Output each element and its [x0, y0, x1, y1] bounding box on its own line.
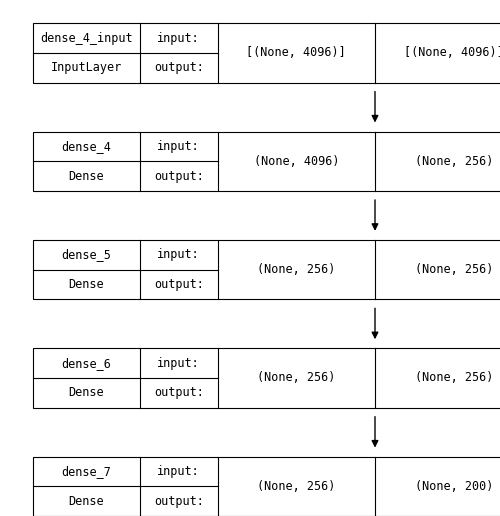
Text: InputLayer: InputLayer	[50, 61, 122, 74]
Text: input:: input:	[158, 357, 200, 369]
Text: dense_7: dense_7	[62, 465, 111, 478]
Text: dense_4: dense_4	[62, 140, 111, 153]
Bar	[32, 457, 500, 516]
Text: input:: input:	[158, 140, 200, 153]
Text: (None, 4096): (None, 4096)	[254, 155, 339, 168]
Text: (None, 256): (None, 256)	[414, 263, 493, 276]
Text: output:: output:	[154, 495, 204, 508]
Text: [(None, 4096)]: [(None, 4096)]	[246, 46, 346, 59]
Text: output:: output:	[154, 278, 204, 291]
Text: (None, 256): (None, 256)	[257, 372, 336, 384]
Text: Dense: Dense	[68, 495, 104, 508]
Text: Dense: Dense	[68, 278, 104, 291]
Text: Dense: Dense	[68, 386, 104, 399]
Text: (None, 200): (None, 200)	[414, 480, 493, 493]
Text: (None, 256): (None, 256)	[414, 372, 493, 384]
Text: output:: output:	[154, 61, 204, 74]
Bar	[32, 132, 500, 191]
Text: dense_5: dense_5	[62, 248, 111, 261]
Text: input:: input:	[158, 31, 200, 44]
Text: (None, 256): (None, 256)	[257, 480, 336, 493]
Text: Dense: Dense	[68, 170, 104, 183]
Bar	[32, 348, 500, 408]
Bar	[32, 240, 500, 299]
Text: input:: input:	[158, 465, 200, 478]
Bar	[32, 23, 500, 83]
Text: dense_6: dense_6	[62, 357, 111, 369]
Text: output:: output:	[154, 386, 204, 399]
Text: input:: input:	[158, 248, 200, 261]
Text: dense_4_input: dense_4_input	[40, 31, 132, 44]
Text: output:: output:	[154, 170, 204, 183]
Text: (None, 256): (None, 256)	[257, 263, 336, 276]
Text: (None, 256): (None, 256)	[414, 155, 493, 168]
Text: [(None, 4096)]: [(None, 4096)]	[404, 46, 500, 59]
